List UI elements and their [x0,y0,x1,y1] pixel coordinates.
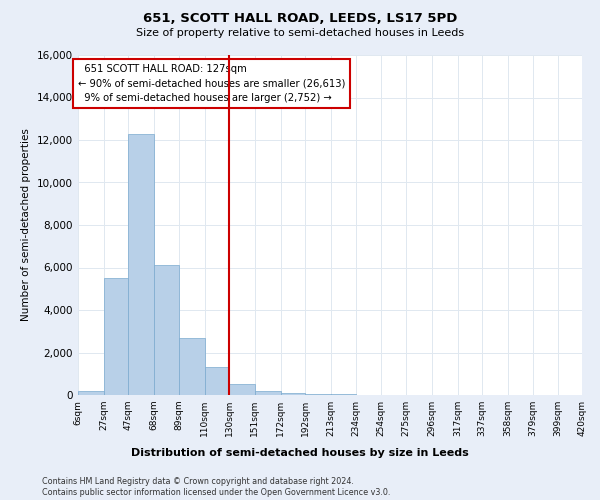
Text: Distribution of semi-detached houses by size in Leeds: Distribution of semi-detached houses by … [131,448,469,458]
Text: 651, SCOTT HALL ROAD, LEEDS, LS17 5PD: 651, SCOTT HALL ROAD, LEEDS, LS17 5PD [143,12,457,26]
Bar [205,368,229,395]
Bar [331,394,356,395]
Text: 651 SCOTT HALL ROAD: 127sqm
← 90% of semi-detached houses are smaller (26,613)
 : 651 SCOTT HALL ROAD: 127sqm ← 90% of sem… [78,64,346,103]
Bar [281,393,305,395]
Bar [104,278,128,395]
Bar [255,391,281,395]
Bar [229,384,255,395]
Bar [179,338,205,395]
Text: Contains HM Land Registry data © Crown copyright and database right 2024.
Contai: Contains HM Land Registry data © Crown c… [42,478,391,497]
Y-axis label: Number of semi-detached properties: Number of semi-detached properties [22,128,31,322]
Bar [305,394,331,395]
Bar [78,391,104,395]
Bar [128,134,154,395]
Text: Size of property relative to semi-detached houses in Leeds: Size of property relative to semi-detach… [136,28,464,38]
Bar [154,266,179,395]
